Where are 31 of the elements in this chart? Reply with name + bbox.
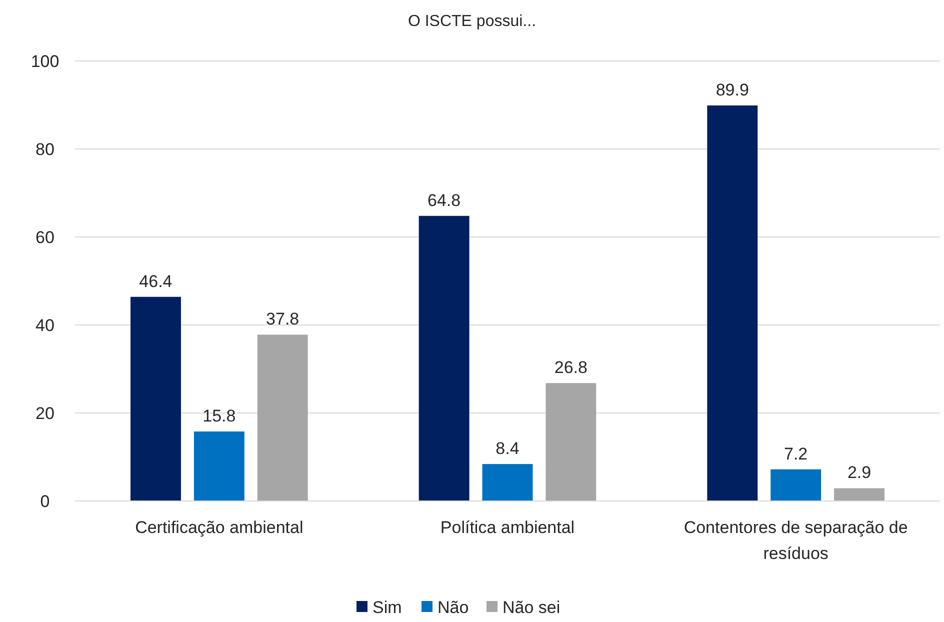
data-label: 64.8 xyxy=(428,190,461,210)
y-tick-label: 100 xyxy=(30,52,60,71)
x-tick-label: Contentores de separação de resíduos xyxy=(684,518,908,563)
legend-label: Não sei xyxy=(502,598,560,617)
bar xyxy=(482,464,533,501)
data-label: 89.9 xyxy=(716,80,749,100)
bar xyxy=(546,383,596,501)
bar xyxy=(770,469,822,501)
chart-title: O ISCTE possui... xyxy=(408,13,536,30)
legend-label: Sim xyxy=(372,598,402,617)
y-tick-label: 60 xyxy=(36,228,54,247)
bar xyxy=(194,431,244,501)
data-label: 8.4 xyxy=(496,439,520,458)
x-tick-label: Certificação ambiental xyxy=(135,518,304,537)
bar xyxy=(707,105,758,501)
data-label: 2.9 xyxy=(847,463,872,482)
data-label: 26.8 xyxy=(554,358,588,378)
y-tick-label: 40 xyxy=(36,316,54,335)
bar xyxy=(130,296,181,501)
data-label: 7.2 xyxy=(784,444,808,464)
legend-label: Não xyxy=(438,598,469,617)
y-tick-label: 80 xyxy=(36,140,54,159)
y-tick-label: 0 xyxy=(40,492,50,511)
data-label: 46.4 xyxy=(139,272,172,291)
data-label: 37.8 xyxy=(266,310,300,329)
x-tick-label: Política ambiental xyxy=(440,518,575,537)
data-label: 15.8 xyxy=(202,406,236,426)
y-tick-label: 20 xyxy=(36,404,54,423)
bar xyxy=(418,216,470,501)
bar xyxy=(257,334,308,501)
bar xyxy=(834,488,884,501)
